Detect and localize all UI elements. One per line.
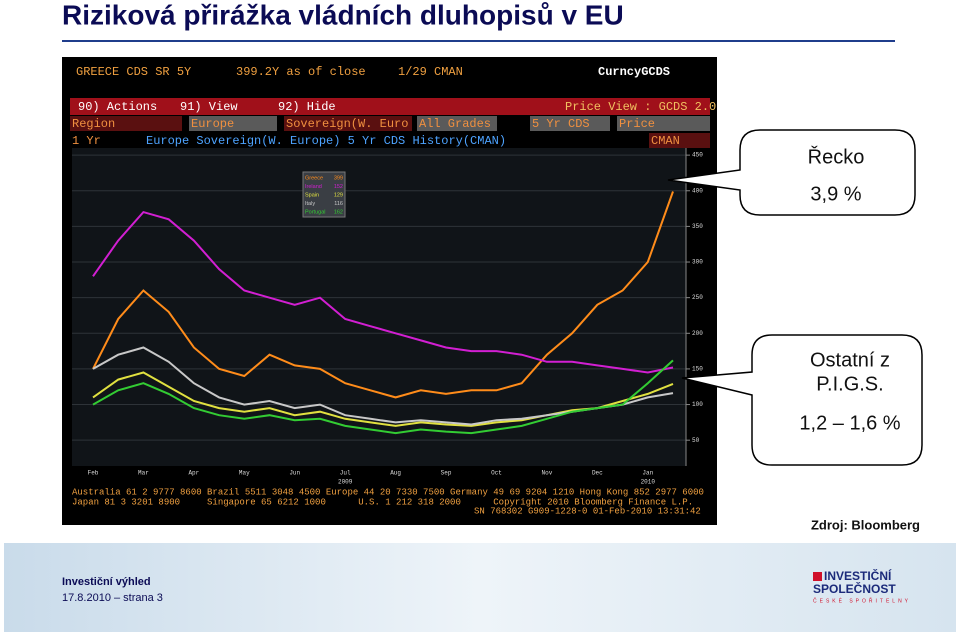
- series-line: [92, 359, 674, 435]
- contact-line: Japan 81 3 3201 8900 Singapore 65 6212 1…: [72, 497, 693, 507]
- callout-text: P.I.G.S.: [816, 373, 883, 395]
- x-tick-label: Mar: [138, 470, 149, 477]
- field-label[interactable]: Europe: [191, 117, 234, 131]
- menu-item[interactable]: 91) View: [180, 100, 238, 114]
- field: [649, 133, 710, 148]
- y-tick-label: 350: [692, 223, 703, 230]
- footer-title: Investiční výhled: [62, 576, 151, 588]
- y-tick-label: 250: [692, 294, 703, 301]
- contact-line: Australia 61 2 9777 8600 Brazil 5511 304…: [72, 487, 704, 497]
- contact-line: SN 768302 G909-1228-0 01-Feb-2010 13:31:…: [474, 506, 701, 516]
- x-tick-label: Oct: [491, 470, 502, 477]
- y-tick-label: 450: [692, 152, 703, 159]
- security-code: CurncyGCDS: [598, 65, 670, 79]
- field-label[interactable]: Price: [619, 117, 655, 131]
- callout-text: 3,9 %: [810, 183, 861, 205]
- y-tick-label: 150: [692, 365, 703, 372]
- slide-title: Riziková přirážka vládních dluhopisů v E…: [62, 0, 624, 30]
- logo-text: INVESTIČNÍ: [824, 568, 892, 583]
- field-label[interactable]: Sovereign(W. Euro: [286, 117, 408, 131]
- plot-area: [72, 148, 686, 466]
- plot: 50 100 150 200 250 300 350 400 450 Feb Mar Apr May Ju…: [72, 148, 703, 486]
- logo-subtext: ČESKÉ SPOŘITELNY: [813, 596, 911, 604]
- chart-title: Europe Sovereign(W. Europe) 5 Yr CDS His…: [146, 134, 506, 148]
- x-tick-label: Sep: [441, 470, 452, 477]
- callout-text: Řecko: [808, 145, 865, 168]
- legend-value: 129: [334, 192, 343, 198]
- legend-label: Greece: [305, 175, 323, 181]
- y-tick-label: 300: [692, 259, 703, 266]
- quote-date: 1/29 CMAN: [398, 65, 463, 79]
- source: Zdroj: Bloomberg: [811, 517, 920, 532]
- x-tick-label: Jan: [642, 470, 653, 477]
- period[interactable]: 1 Yr: [72, 134, 101, 148]
- x-tick-label: Apr: [188, 470, 199, 477]
- y-tick-label: 100: [692, 401, 703, 408]
- legend-label: Portugal: [305, 209, 326, 215]
- field: [417, 116, 497, 131]
- y-tick-label: 200: [692, 330, 703, 337]
- legend-value: 152: [334, 184, 343, 190]
- footer-date: 17.8.2010 – strana 3: [62, 592, 163, 604]
- ticker: GREECE CDS SR 5Y: [76, 65, 191, 79]
- logo-text: SPOLEČNOST: [813, 581, 896, 596]
- field-label[interactable]: All Grades: [419, 117, 491, 131]
- field-label[interactable]: 5 Yr CDS: [532, 117, 590, 131]
- menu-item[interactable]: 92) Hide: [278, 100, 336, 114]
- x-tick-label: Dec: [592, 470, 603, 477]
- price-view: Price View : GCDS 2.0: [565, 100, 716, 114]
- field: [617, 116, 710, 131]
- legend-value: 116: [334, 201, 343, 207]
- field: [70, 116, 182, 131]
- quote: 399.2Y as of close: [236, 65, 366, 79]
- x-tick-label: Jun: [289, 470, 300, 477]
- legend-label: Italy: [305, 201, 315, 207]
- legend-label: Ireland: [305, 184, 322, 190]
- callout-bubble: [681, 334, 923, 466]
- legend-label: Spain: [305, 192, 319, 198]
- x-tick-label: May: [239, 470, 250, 477]
- menu-bar: [70, 98, 710, 115]
- legend-value: 399: [334, 175, 343, 181]
- legend-box: [302, 171, 346, 218]
- menu-item[interactable]: 90) Actions: [78, 100, 157, 114]
- field: [284, 116, 412, 131]
- callout-bubble: [667, 129, 916, 216]
- legend-value: 162: [334, 209, 343, 215]
- callout-text: Ostatní z: [810, 349, 890, 371]
- year-label: 2009: [338, 479, 353, 486]
- x-tick-label: Aug: [390, 470, 401, 477]
- field: [530, 116, 610, 131]
- series-line: [92, 210, 674, 374]
- field: [189, 116, 277, 131]
- logo-icon: [813, 572, 822, 581]
- terminal-header: GREECE CDS SR 5Y 399.2Y as of close 1/29…: [76, 65, 670, 79]
- series-line: [92, 191, 674, 399]
- field-label[interactable]: Region: [72, 117, 115, 131]
- series-line: [92, 371, 674, 427]
- source-tag: CMAN: [651, 134, 680, 148]
- y-tick-label: 400: [692, 187, 703, 194]
- x-tick-label: Feb: [88, 470, 99, 477]
- x-tick-label: Nov: [542, 470, 553, 477]
- x-tick-label: Jul: [340, 470, 351, 477]
- year-label: 2010: [641, 479, 656, 486]
- y-tick-label: 50: [692, 437, 700, 444]
- callout-text: 1,2 – 1,6 %: [799, 412, 900, 434]
- footer-band: [4, 543, 956, 632]
